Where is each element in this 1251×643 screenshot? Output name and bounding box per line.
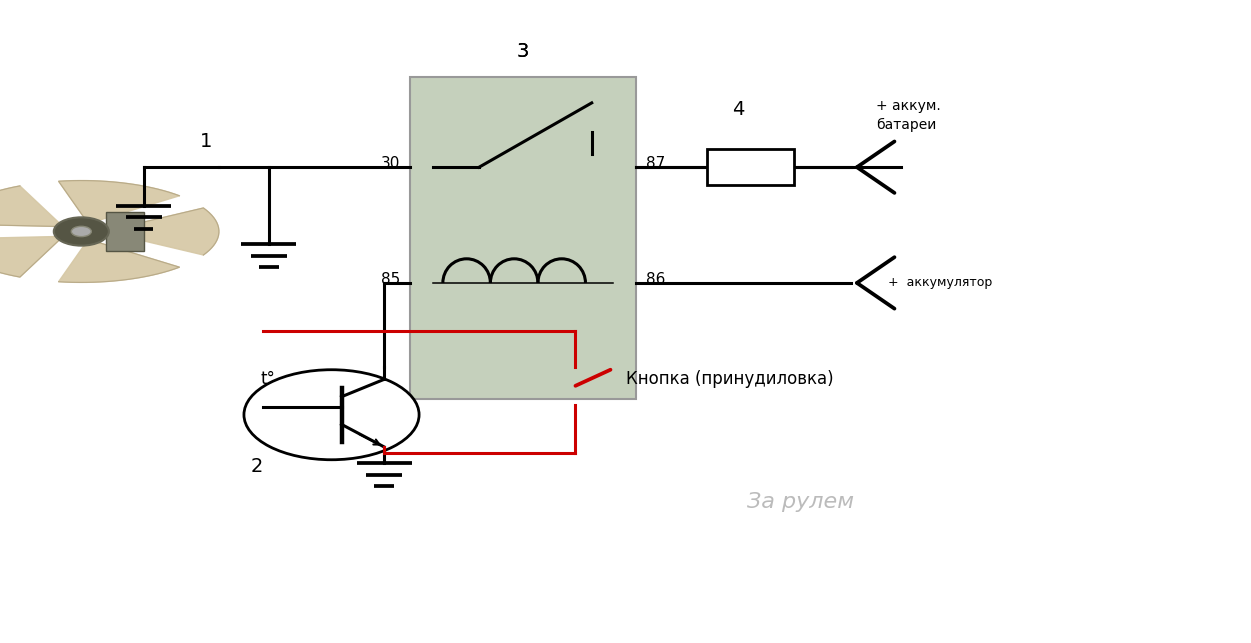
Text: 87: 87 bbox=[646, 156, 664, 172]
Text: 30: 30 bbox=[382, 156, 400, 172]
Polygon shape bbox=[59, 239, 179, 282]
Text: За рулем: За рулем bbox=[747, 491, 854, 512]
Circle shape bbox=[54, 217, 109, 246]
Text: t°: t° bbox=[260, 370, 275, 388]
Text: + аккум.
батареи: + аккум. батареи bbox=[876, 100, 941, 132]
Text: 1: 1 bbox=[200, 132, 213, 151]
Polygon shape bbox=[59, 181, 179, 224]
FancyBboxPatch shape bbox=[707, 149, 794, 185]
FancyBboxPatch shape bbox=[106, 212, 144, 251]
Text: 86: 86 bbox=[646, 272, 664, 287]
Text: 85: 85 bbox=[382, 272, 400, 287]
Text: Кнопка (принудиловка): Кнопка (принудиловка) bbox=[626, 370, 833, 388]
Text: +  аккумулятор: + аккумулятор bbox=[888, 276, 992, 289]
FancyBboxPatch shape bbox=[410, 77, 636, 399]
Text: 2: 2 bbox=[250, 457, 263, 476]
Text: 4: 4 bbox=[732, 100, 744, 119]
Polygon shape bbox=[104, 208, 219, 255]
Text: 3: 3 bbox=[517, 42, 529, 61]
Text: 3: 3 bbox=[517, 42, 529, 61]
Polygon shape bbox=[0, 237, 63, 277]
Circle shape bbox=[244, 370, 419, 460]
Circle shape bbox=[71, 226, 91, 237]
Polygon shape bbox=[0, 186, 63, 226]
